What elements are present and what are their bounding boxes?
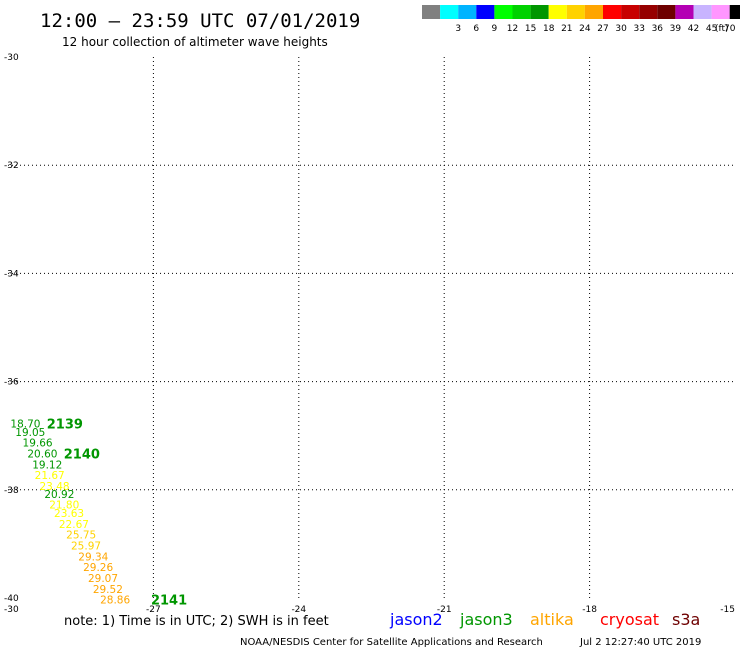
color-scale-label: 70 — [724, 24, 736, 34]
footer-credit: NOAA/NESDIS Center for Satellite Applica… — [240, 637, 543, 648]
color-scale-label: 21 — [561, 24, 572, 34]
color-swatch — [566, 5, 585, 19]
color-scale-label: 45 — [706, 24, 717, 34]
color-scale: 3 6 9 12 15 18 21 24 27 30 33 36 39 42 45 70 — [422, 5, 740, 34]
x-tick-label: -24 — [291, 605, 306, 615]
x-tick-label: -30 — [4, 605, 19, 615]
chart-subtitle: 12 hour collection of altimeter wave hei… — [62, 35, 328, 49]
wave-height-label: 25.97 — [71, 541, 101, 553]
wave-height-label: 29.26 — [83, 562, 113, 574]
x-tick-labels: -27 -24 -21 -18 -15 -30 — [4, 605, 735, 615]
color-swatch — [530, 5, 549, 19]
color-scale-label: 9 — [492, 24, 498, 34]
wave-height-label: 20.60 — [27, 449, 57, 461]
color-scale-label: 6 — [473, 24, 479, 34]
wave-height-label: 19.12 — [32, 459, 62, 471]
color-scale-label: 39 — [670, 24, 682, 34]
wave-height-label: 19.05 — [15, 427, 45, 439]
wave-height-label: 23.63 — [54, 508, 84, 520]
x-tick-label: -21 — [437, 605, 452, 615]
color-swatch — [711, 5, 730, 19]
wave-height-label: 29.07 — [88, 573, 118, 585]
grid-lines — [8, 57, 735, 598]
color-swatch — [584, 5, 603, 19]
color-swatch — [422, 5, 441, 19]
satellite-legend: jason2 jason3 altika cryosat s3a — [389, 610, 700, 629]
pass-time-labels: 2139 2140 2141 — [47, 417, 187, 608]
color-swatch — [494, 5, 513, 19]
legend-item-jason2: jason2 — [389, 610, 443, 629]
y-tick-label: -36 — [4, 378, 19, 388]
color-scale-label: 15 — [525, 24, 536, 34]
wave-height-label: 18.70 — [10, 418, 40, 430]
color-swatch — [512, 5, 531, 19]
y-tick-label: -38 — [4, 486, 19, 496]
color-scale-label: 42 — [688, 24, 699, 34]
wave-height-label: 21.80 — [49, 499, 79, 511]
color-scale-label: 36 — [652, 24, 664, 34]
color-scale-unit: (ft) — [715, 24, 729, 34]
wave-height-label: 23.48 — [40, 481, 70, 493]
color-scale-label: 12 — [507, 24, 518, 34]
color-scale-label: 33 — [633, 24, 644, 34]
wave-height-label: 28.86 — [100, 595, 130, 607]
wave-height-label: 29.52 — [93, 584, 123, 596]
footer-note: note: 1) Time is in UTC; 2) SWH is in fe… — [64, 614, 329, 629]
color-swatch — [548, 5, 567, 19]
legend-item-cryosat: cryosat — [600, 610, 659, 629]
y-tick-label: -32 — [4, 161, 19, 171]
y-tick-label: -30 — [4, 53, 19, 63]
color-swatch — [675, 5, 694, 19]
color-swatch — [476, 5, 495, 19]
x-tick-label: -18 — [582, 605, 597, 615]
y-tick-label: -34 — [4, 269, 19, 279]
legend-item-jason3: jason3 — [459, 610, 513, 629]
color-scale-label: 30 — [615, 24, 627, 34]
chart-title: 12:00 – 23:59 UTC 07/01/2019 — [40, 10, 360, 32]
color-scale-label: 24 — [579, 24, 591, 34]
pass-time-label: 2140 — [64, 448, 100, 463]
wave-height-label: 21.67 — [35, 470, 65, 482]
color-swatch — [729, 5, 740, 19]
color-swatch — [603, 5, 622, 19]
wave-height-label: 25.75 — [66, 530, 96, 542]
wave-height-label: 20.92 — [44, 489, 74, 501]
color-scale-label: 27 — [597, 24, 608, 34]
color-swatch — [621, 5, 640, 19]
wave-height-points: 18.7019.0519.6620.6019.1221.6723.4820.92… — [10, 418, 130, 606]
y-tick-label: -40 — [4, 594, 19, 604]
color-swatch — [693, 5, 712, 19]
color-swatch — [639, 5, 658, 19]
wave-height-label: 19.66 — [23, 438, 53, 450]
wave-height-label: 29.34 — [78, 551, 108, 563]
legend-item-s3a: s3a — [672, 610, 700, 629]
color-swatch — [458, 5, 477, 19]
color-scale-label: 3 — [455, 24, 461, 34]
y-tick-labels: -30 -32 -34 -36 -38 -40 — [4, 53, 19, 604]
color-swatch — [657, 5, 676, 19]
x-tick-label: -15 — [720, 605, 735, 615]
wave-height-label: 22.67 — [59, 519, 89, 531]
footer-timestamp: Jul 2 12:27:40 UTC 2019 — [579, 637, 701, 648]
color-swatch — [440, 5, 459, 19]
color-scale-label: 18 — [543, 24, 555, 34]
pass-time-label: 2141 — [151, 594, 187, 609]
x-tick-label: -27 — [146, 605, 161, 615]
pass-time-label: 2139 — [47, 417, 83, 432]
legend-item-altika: altika — [530, 610, 574, 629]
